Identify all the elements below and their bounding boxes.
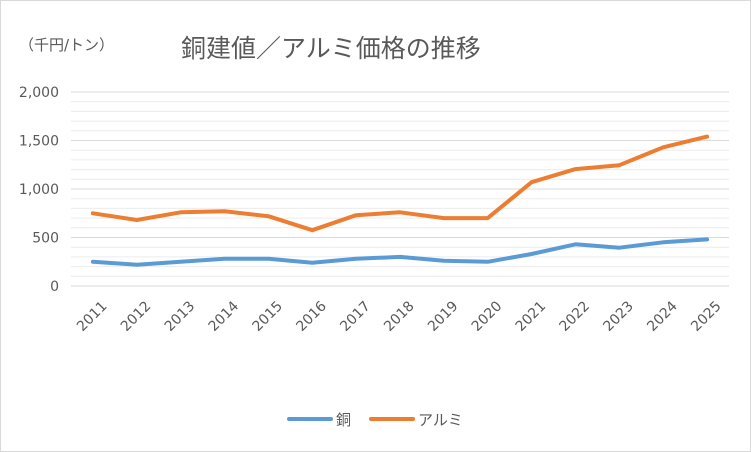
x-tick-label: 2023 [600, 298, 637, 335]
y-unit-label: （千円/トン） [19, 36, 115, 54]
x-tick-label: 2022 [557, 298, 594, 335]
legend-label: 銅 [336, 411, 351, 429]
x-tick-label: 2014 [206, 298, 243, 335]
x-tick-label: 2017 [337, 298, 374, 335]
x-tick-label: 2019 [425, 298, 462, 335]
x-tick-label: 2020 [469, 298, 506, 335]
x-tick-label: 2025 [688, 298, 725, 335]
y-tick-label: 0 [50, 279, 59, 295]
x-tick-label: 2012 [118, 298, 155, 335]
legend-label: アルミ [418, 411, 463, 429]
y-tick-label: 1,500 [19, 134, 59, 150]
y-tick-label: 2,000 [19, 85, 59, 101]
y-tick-label: 500 [32, 231, 59, 247]
chart-title: 銅建値／アルミ価格の推移 [181, 34, 481, 63]
series-line-0 [90, 237, 710, 267]
x-tick-label: 2018 [381, 298, 418, 335]
x-tick-label: 2015 [249, 298, 286, 335]
x-tick-label: 2021 [513, 298, 550, 335]
y-tick-label: 1,000 [19, 182, 59, 198]
x-tick-label: 2013 [162, 298, 199, 335]
x-tick-label: 2011 [74, 298, 111, 335]
x-tick-label: 2016 [293, 298, 330, 335]
x-tick-label: 2024 [644, 298, 681, 335]
